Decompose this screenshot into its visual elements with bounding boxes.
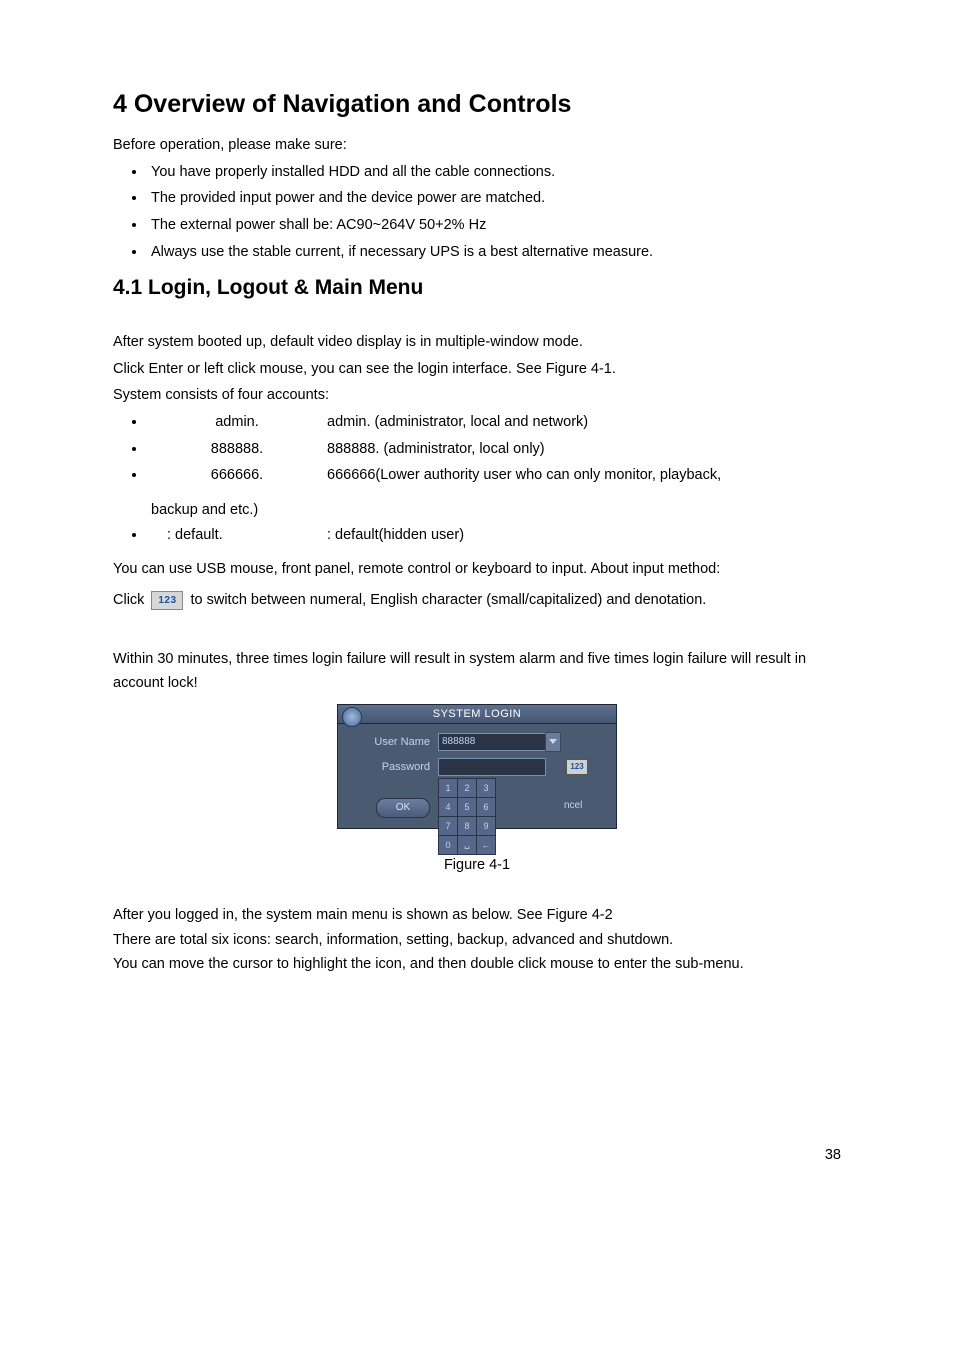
system-login-dialog: SYSTEM LOGIN User Name 888888 Password 1… (337, 704, 617, 829)
account-pass: 666666(Lower authority user who can only… (327, 463, 841, 488)
account-pass: : default(hidden user) (327, 523, 841, 548)
list-item: 666666. 666666(Lower authority user who … (147, 463, 841, 488)
body-text: System consists of four accounts: (113, 383, 841, 408)
account-user: 888888. (147, 437, 327, 462)
text-span: Click (113, 592, 148, 608)
intro-text: Before operation, please make sure: (113, 133, 841, 158)
keypad-key[interactable]: ← (477, 835, 496, 854)
login-title-bar: SYSTEM LOGIN (338, 705, 616, 724)
list-item: 888888. 888888. (administrator, local on… (147, 437, 841, 462)
top-bullet-list: You have properly installed HDD and all … (113, 160, 841, 265)
list-item: The external power shall be: AC90~264V 5… (147, 213, 841, 238)
body-text: After system booted up, default video di… (113, 330, 841, 355)
keypad-key[interactable]: 0 (439, 835, 458, 854)
list-item: You have properly installed HDD and all … (147, 160, 841, 185)
body-text: There are total six icons: search, infor… (113, 928, 841, 953)
body-text: After you logged in, the system main men… (113, 903, 841, 928)
account-pass: admin. (administrator, local and network… (327, 410, 841, 435)
keypad-key[interactable]: 9 (477, 816, 496, 835)
account-pass: 888888. (administrator, local only) (327, 437, 841, 462)
account-user: : default. (147, 523, 327, 548)
figure-caption: Figure 4-1 (113, 857, 841, 873)
cancel-button-partial[interactable]: ncel (564, 800, 582, 811)
body-text: You can use USB mouse, front panel, remo… (113, 557, 841, 582)
list-item: admin. admin. (administrator, local and … (147, 410, 841, 435)
keypad-key[interactable]: ␣ (458, 835, 477, 854)
accounts-list: admin. admin. (administrator, local and … (113, 410, 841, 488)
input-mode-icon[interactable]: 123 (566, 759, 588, 775)
ok-button[interactable]: OK (376, 798, 430, 818)
keypad-key[interactable]: 5 (458, 797, 477, 816)
list-item: The provided input power and the device … (147, 186, 841, 211)
body-text: Click 123 to switch between numeral, Eng… (113, 588, 841, 613)
username-input[interactable]: 888888 (438, 733, 546, 751)
keypad-key[interactable]: 8 (458, 816, 477, 835)
keypad-key[interactable]: 2 (458, 778, 477, 797)
page-number: 38 (113, 1147, 841, 1163)
body-text: Click Enter or left click mouse, you can… (113, 357, 841, 382)
accounts-list-2: : default. : default(hidden user) (113, 523, 841, 548)
keypad-key[interactable]: 3 (477, 778, 496, 797)
keypad-key[interactable]: 1 (439, 778, 458, 797)
username-dropdown-icon[interactable] (545, 732, 561, 752)
list-item: Always use the stable current, if necess… (147, 240, 841, 265)
password-input[interactable] (438, 758, 546, 776)
password-label: Password (348, 761, 438, 773)
section-heading: 4.1 Login, Logout & Main Menu (113, 276, 841, 300)
login-title-text: SYSTEM LOGIN (433, 708, 522, 720)
input-mode-icon: 123 (151, 591, 183, 610)
account-user: admin. (147, 410, 327, 435)
text-span: to switch between numeral, English chara… (186, 592, 706, 608)
keypad-key[interactable]: 7 (439, 816, 458, 835)
warning-note: Within 30 minutes, three times login fai… (113, 647, 841, 696)
list-item: : default. : default(hidden user) (147, 523, 841, 548)
body-text: You can move the cursor to highlight the… (113, 952, 841, 977)
account-continuation: backup and etc.) (113, 498, 841, 523)
login-logo-icon (342, 707, 362, 727)
page-heading: 4 Overview of Navigation and Controls (113, 90, 841, 119)
numeric-keypad: 1 2 3 4 5 6 7 8 9 (438, 778, 496, 855)
keypad-key[interactable]: 4 (439, 797, 458, 816)
account-user: 666666. (147, 463, 327, 488)
keypad-key[interactable]: 6 (477, 797, 496, 816)
username-label: User Name (348, 736, 438, 748)
